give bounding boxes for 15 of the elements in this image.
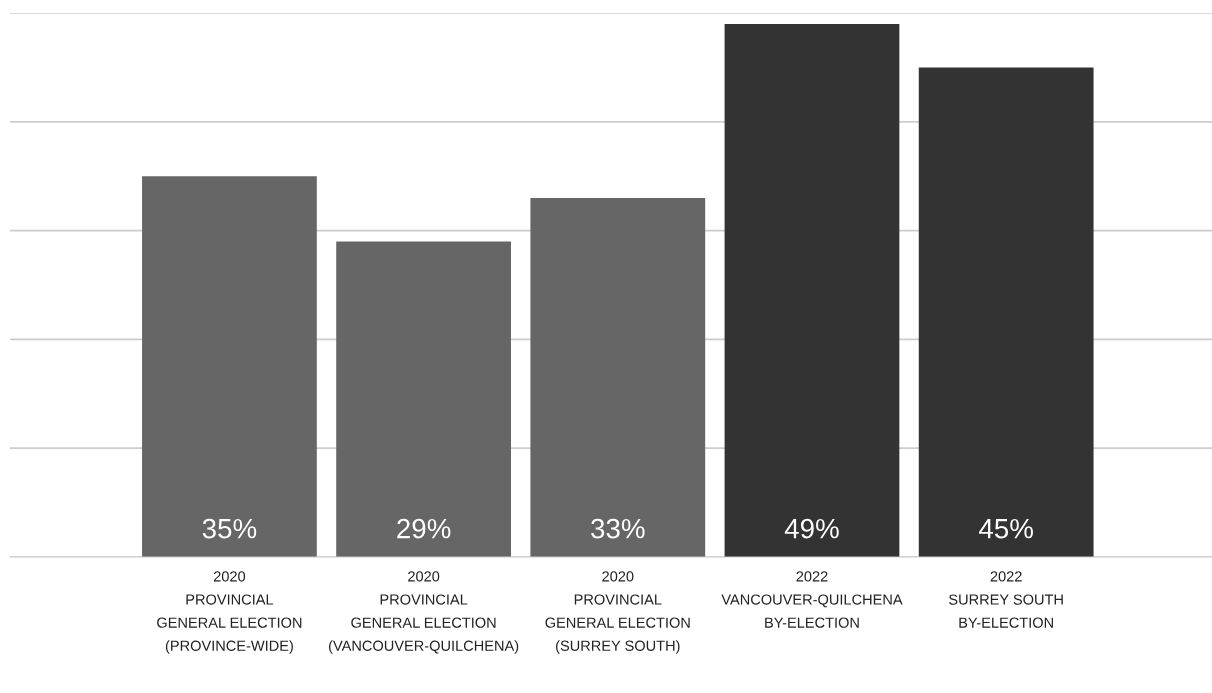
- bar: [918, 67, 1094, 557]
- bar: [724, 23, 900, 557]
- data-label: 33%: [591, 518, 645, 539]
- x-tick-label: 2020 PROVINCIAL GENERAL ELECTION (SURREY SOUTH): [545, 571, 690, 654]
- x-tick-label: 2022 SURREY SOUTH BY-ELECTION: [949, 571, 1063, 628]
- bar: [142, 176, 317, 557]
- data-label: 35%: [202, 518, 257, 539]
- bar: [530, 197, 706, 557]
- bar: [336, 241, 511, 557]
- x-tick-label: 2020 PROVINCIAL GENERAL ELECTION (PROVINCE-WIDE): [157, 571, 302, 654]
- data-label: 29%: [397, 518, 451, 539]
- data-label: 45%: [979, 518, 1033, 539]
- data-label: 49%: [784, 518, 839, 539]
- x-tick-label: 2022 VANCOUVER-QUILCHENA BY-ELECTION: [721, 571, 903, 628]
- x-tick-label: 2020 PROVINCIAL GENERAL ELECTION (VANCOUVER-QUILCHENA): [329, 571, 519, 654]
